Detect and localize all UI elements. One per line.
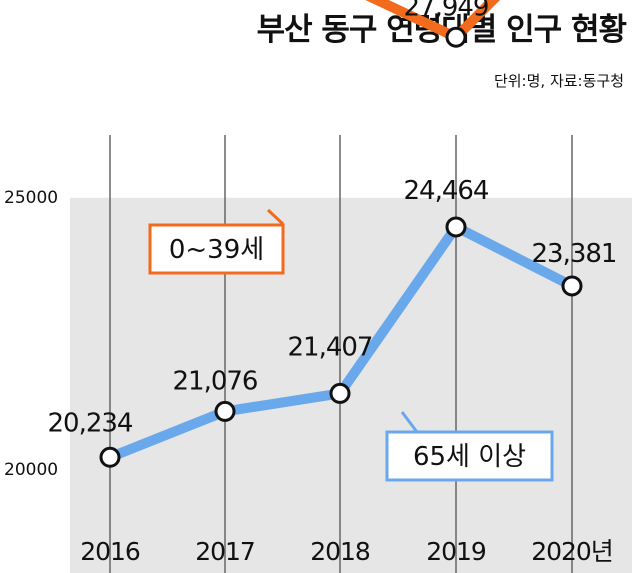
data-label: 27,949 [404,0,489,22]
grid-band [70,470,632,573]
legend-box [148,223,285,275]
x-tick-label: 2017 [195,537,255,566]
data-point [445,216,467,238]
data-point [329,382,351,404]
data-label: 21,407 [288,332,373,362]
x-tick-label: 2016 [80,537,140,566]
legend-leader-line [266,208,285,226]
y-tick-label: 20000 [4,460,58,480]
series-line [365,0,501,43]
data-point [561,275,583,297]
x-tick-label: 2019 [426,537,486,566]
legend-box [385,430,554,482]
y-tick-label: 25000 [4,188,58,208]
legend-leader-line [400,411,419,433]
data-label: 20,234 [48,408,133,438]
data-point [445,26,467,48]
data-label: 21,076 [173,366,258,396]
data-label: 23,381 [532,239,617,269]
legend-label: 65세 이상 [413,442,526,472]
chart-subtitle: 단위:명, 자료:동구청 [493,72,624,90]
legend-label: 0~39세 [169,235,264,265]
data-label: 24,464 [404,176,489,206]
data-point [214,400,236,422]
x-tick-label: 2020년 [531,537,613,566]
x-tick-label: 2018 [310,537,370,566]
data-point [99,446,121,468]
